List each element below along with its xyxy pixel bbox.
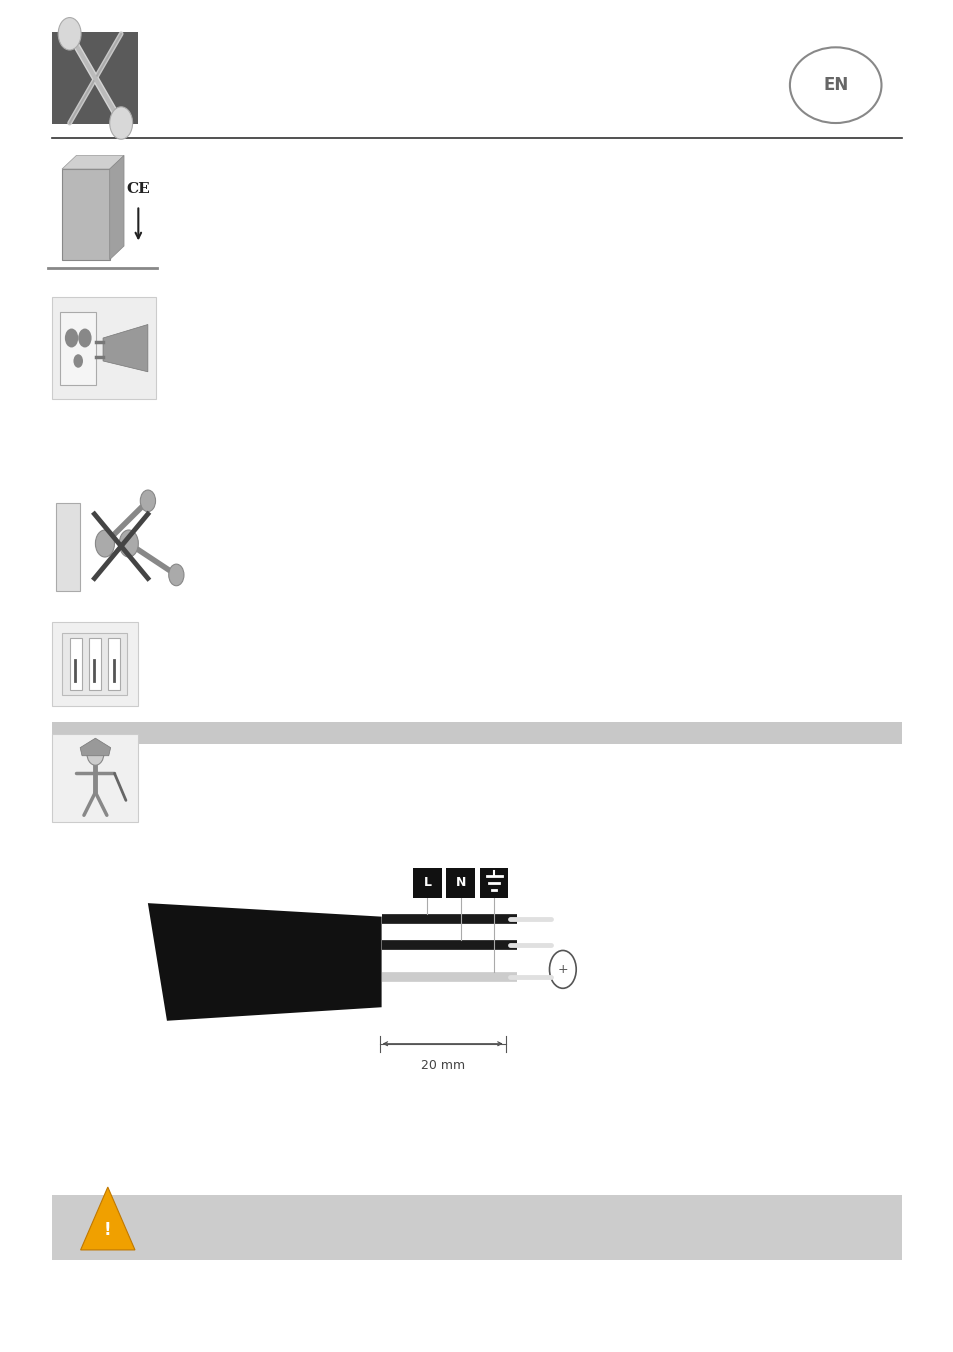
- Circle shape: [110, 107, 132, 139]
- Circle shape: [58, 18, 81, 50]
- Polygon shape: [62, 169, 110, 260]
- Text: !: !: [104, 1221, 112, 1238]
- Polygon shape: [110, 155, 124, 260]
- FancyBboxPatch shape: [62, 633, 127, 695]
- Text: L: L: [423, 876, 431, 890]
- Circle shape: [78, 329, 91, 347]
- Text: +: +: [557, 963, 568, 976]
- Text: N: N: [456, 876, 465, 890]
- Polygon shape: [148, 903, 381, 1021]
- Circle shape: [73, 354, 83, 368]
- FancyBboxPatch shape: [89, 638, 101, 690]
- Polygon shape: [103, 324, 148, 372]
- Circle shape: [95, 530, 114, 557]
- FancyBboxPatch shape: [108, 638, 120, 690]
- FancyBboxPatch shape: [52, 32, 138, 124]
- Ellipse shape: [789, 47, 881, 123]
- Text: CE: CE: [127, 183, 150, 196]
- FancyBboxPatch shape: [52, 1195, 901, 1260]
- Text: 20 mm: 20 mm: [420, 1059, 464, 1072]
- FancyBboxPatch shape: [413, 868, 441, 898]
- Polygon shape: [62, 155, 124, 169]
- Circle shape: [87, 741, 104, 765]
- Text: EN: EN: [822, 76, 847, 95]
- FancyBboxPatch shape: [70, 638, 82, 690]
- FancyBboxPatch shape: [479, 868, 508, 898]
- Circle shape: [169, 564, 184, 585]
- FancyBboxPatch shape: [52, 297, 155, 399]
- FancyBboxPatch shape: [56, 503, 80, 591]
- FancyBboxPatch shape: [60, 312, 96, 385]
- FancyBboxPatch shape: [52, 722, 901, 744]
- Circle shape: [119, 530, 138, 557]
- Circle shape: [140, 489, 155, 511]
- Polygon shape: [81, 1187, 135, 1249]
- Polygon shape: [80, 738, 111, 756]
- FancyBboxPatch shape: [52, 622, 138, 706]
- Circle shape: [65, 329, 78, 347]
- FancyBboxPatch shape: [52, 734, 138, 822]
- FancyBboxPatch shape: [446, 868, 475, 898]
